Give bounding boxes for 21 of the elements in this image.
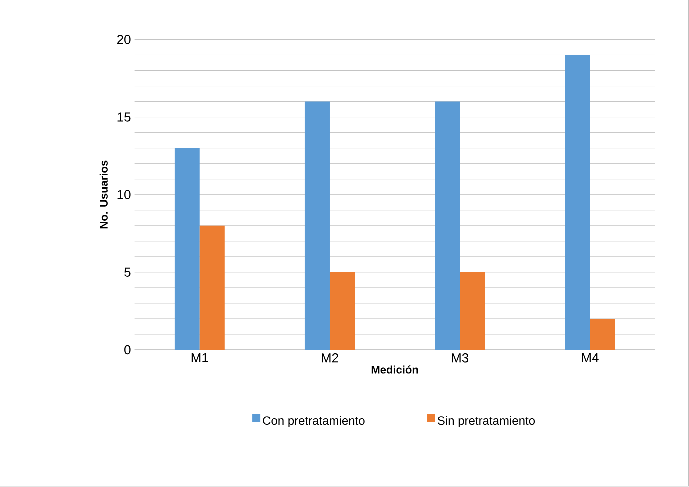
bar xyxy=(590,319,616,350)
x-tick-label: M4 xyxy=(582,354,599,363)
x-tick-label: M1 xyxy=(192,354,208,363)
y-tick-label: 15 xyxy=(118,112,131,122)
y-tick-label: 20 xyxy=(117,35,131,44)
x-tick-label: M2 xyxy=(322,354,338,363)
y-tick-label: 10 xyxy=(118,190,131,200)
bar xyxy=(200,226,225,350)
bar xyxy=(304,102,330,350)
legend-label: Sin pretratamiento xyxy=(438,416,536,428)
y-tick-label: 5 xyxy=(124,268,131,278)
y-axis-title: No. Usuarios xyxy=(100,160,108,229)
x-axis-title: Medición xyxy=(372,366,418,374)
bar xyxy=(174,148,200,350)
legend-label: Con pretratamiento xyxy=(263,416,365,428)
bar xyxy=(435,102,460,350)
bar xyxy=(565,55,590,350)
y-tick-label: 0 xyxy=(124,345,131,355)
bar xyxy=(330,272,356,350)
bar xyxy=(460,272,486,350)
x-tick-label: M3 xyxy=(452,354,469,363)
